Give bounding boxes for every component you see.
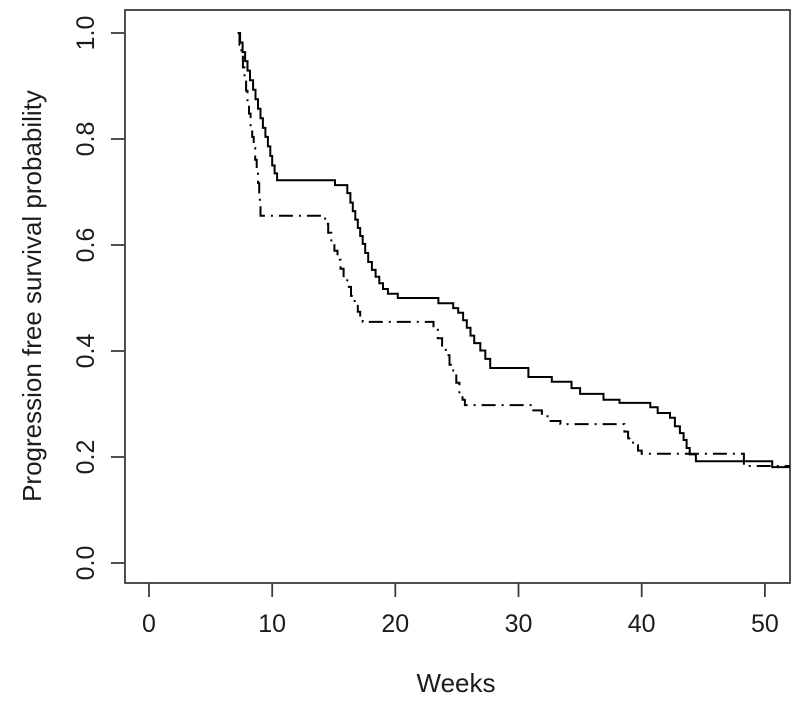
y-tick-label: 0.6 [72,228,100,263]
plot-box [124,9,791,584]
x-tick-label: 20 [381,610,409,638]
y-tick-label: 0.2 [72,440,100,475]
x-tick-label: 50 [751,610,779,638]
x-tick-label: 0 [142,610,156,638]
x-axis-title: Weeks [417,668,496,698]
x-tick-label: 10 [258,610,286,638]
x-tick-label: 30 [505,610,533,638]
y-tick-label: 0.0 [72,546,100,581]
survival-curves [237,32,790,469]
y-tick-label: 1.0 [72,16,100,51]
dotdash-curve [237,32,790,467]
x-tick-label: 40 [628,610,656,638]
solid-curve [237,32,790,469]
y-axis-title: Progression free survival probability [17,90,47,502]
y-tick-label: 0.4 [72,334,100,369]
y-tick-label: 0.8 [72,122,100,157]
axes: 0 10 20 30 40 50 0.0 0.2 0.4 0.6 0.8 1.0 [72,9,791,638]
